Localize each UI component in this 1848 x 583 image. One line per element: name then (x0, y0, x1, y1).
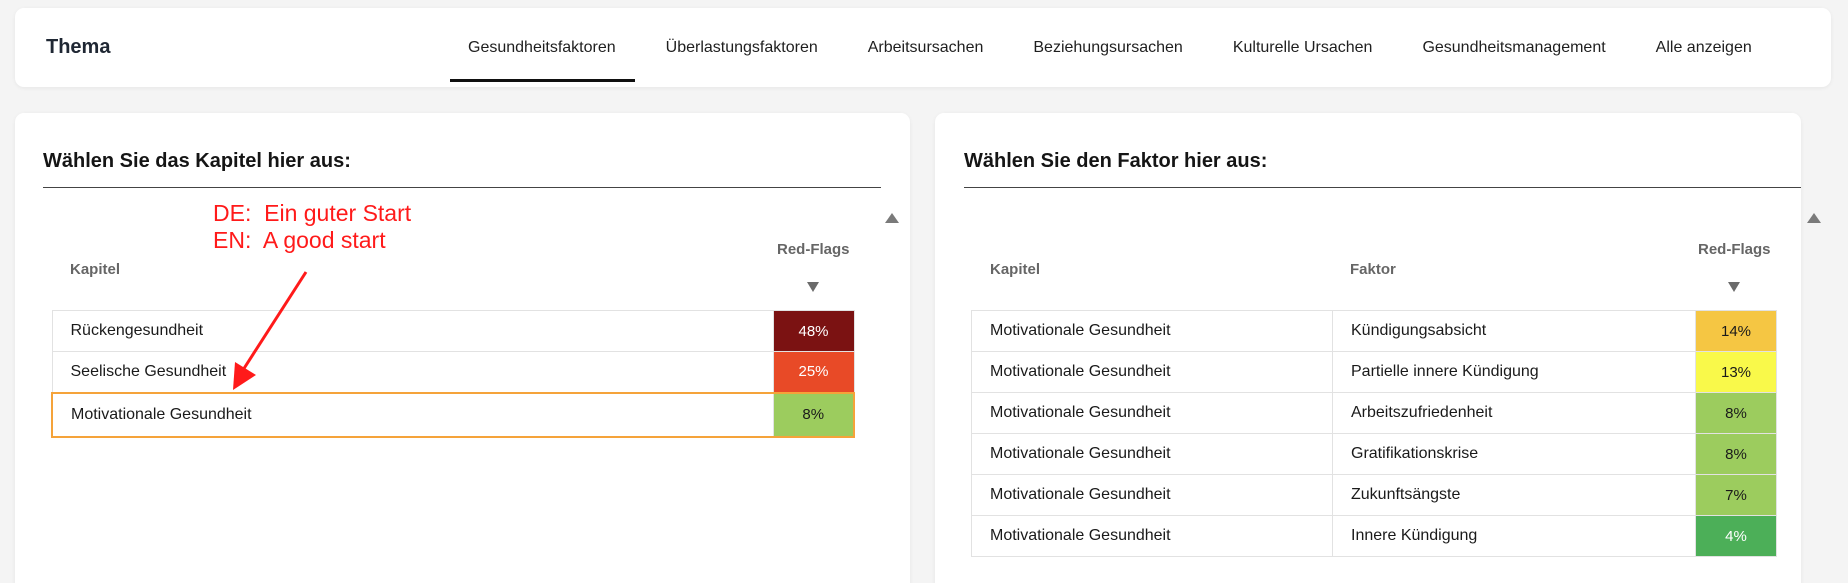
factor-panel: Wählen Sie den Faktor hier aus: Kapitel … (935, 113, 1821, 583)
cell-faktor: Kündigungsabsicht (1332, 310, 1696, 352)
sort-desc-icon[interactable] (807, 282, 819, 292)
divider (964, 187, 1801, 188)
cell-kapitel: Motivationale Gesundheit (51, 391, 774, 438)
cell-kapitel: Motivationale Gesundheit (971, 474, 1333, 516)
cell-kapitel: Motivationale Gesundheit (971, 351, 1333, 393)
cell-kapitel: Rückengesundheit (51, 310, 774, 352)
tab-arbeitsursachen[interactable]: Arbeitsursachen (867, 38, 984, 56)
cell-faktor: Gratifikationskrise (1332, 433, 1696, 475)
scroll-up-icon[interactable] (1807, 213, 1821, 223)
table-row[interactable]: Motivationale Gesundheit Gratifikationsk… (971, 433, 1777, 475)
tab-gesundheitsfaktoren[interactable]: Gesundheitsfaktoren (450, 8, 635, 87)
redflag-badge: 7% (1695, 474, 1777, 516)
cell-kapitel: Motivationale Gesundheit (971, 433, 1333, 475)
redflag-badge: 4% (1695, 515, 1777, 557)
cell-faktor: Arbeitszufriedenheit (1332, 392, 1696, 434)
topic-title: Thema (46, 36, 111, 58)
column-header-kapitel: Kapitel (70, 261, 121, 278)
column-header-redflags[interactable]: Red-Flags (1698, 241, 1771, 258)
topic-bar: Thema Gesundheitsfaktoren Überlastungsfa… (15, 8, 1831, 87)
redflag-badge: 25% (772, 351, 855, 393)
tab-alle-anzeigen[interactable]: Alle anzeigen (1655, 38, 1752, 56)
factor-table: Motivationale Gesundheit Kündigungsabsic… (971, 310, 1777, 557)
tab-gesundheitsmanagement[interactable]: Gesundheitsmanagement (1422, 38, 1606, 56)
table-row[interactable]: Motivationale Gesundheit Arbeitszufriede… (971, 392, 1777, 434)
divider (43, 187, 881, 188)
tab-ueberlastungsfaktoren[interactable]: Überlastungsfaktoren (665, 38, 818, 56)
tab-beziehungsursachen[interactable]: Beziehungsursachen (1033, 38, 1183, 56)
chapter-table: Rückengesundheit 48% Seelische Gesundhei… (51, 310, 855, 438)
chapter-panel: Wählen Sie das Kapitel hier aus: Kapitel… (15, 113, 910, 583)
redflag-badge: 8% (1695, 392, 1777, 434)
table-row[interactable]: Motivationale Gesundheit Zukunftsängste … (971, 474, 1777, 516)
cell-faktor: Zukunftsängste (1332, 474, 1696, 516)
topic-tabs: Gesundheitsfaktoren Überlastungsfaktoren… (450, 8, 1771, 87)
tab-kulturelle-ursachen[interactable]: Kulturelle Ursachen (1232, 38, 1373, 56)
annotation-de: DE: Ein guter Start (213, 200, 412, 226)
redflag-badge: 13% (1695, 351, 1777, 393)
table-row-selected[interactable]: Motivationale Gesundheit 8% (51, 391, 855, 438)
factor-panel-heading: Wählen Sie den Faktor hier aus: (964, 150, 1268, 172)
table-row[interactable]: Motivationale Gesundheit Partielle inner… (971, 351, 1777, 393)
cell-kapitel: Motivationale Gesundheit (971, 515, 1333, 557)
scroll-up-icon[interactable] (885, 213, 899, 223)
annotation-en: EN: A good start (213, 227, 386, 253)
table-row[interactable]: Seelische Gesundheit 25% (51, 351, 855, 393)
table-row[interactable]: Motivationale Gesundheit Innere Kündigun… (971, 515, 1777, 557)
chapter-panel-heading: Wählen Sie das Kapitel hier aus: (43, 150, 351, 172)
redflag-badge: 48% (772, 310, 855, 352)
cell-kapitel: Motivationale Gesundheit (971, 310, 1333, 352)
sort-desc-icon[interactable] (1728, 282, 1740, 292)
table-row[interactable]: Motivationale Gesundheit Kündigungsabsic… (971, 310, 1777, 352)
column-header-redflags[interactable]: Red-Flags (777, 241, 850, 258)
redflag-badge: 8% (1695, 433, 1777, 475)
column-header-kapitel: Kapitel (990, 261, 1041, 278)
cell-kapitel: Motivationale Gesundheit (971, 392, 1333, 434)
cell-faktor: Innere Kündigung (1332, 515, 1696, 557)
cell-kapitel: Seelische Gesundheit (51, 351, 774, 393)
table-row[interactable]: Rückengesundheit 48% (51, 310, 855, 352)
redflag-badge: 8% (772, 391, 855, 438)
column-header-faktor: Faktor (1350, 261, 1396, 278)
annotation-arrow-icon (233, 271, 308, 390)
redflag-badge: 14% (1695, 310, 1777, 352)
cell-faktor: Partielle innere Kündigung (1332, 351, 1696, 393)
